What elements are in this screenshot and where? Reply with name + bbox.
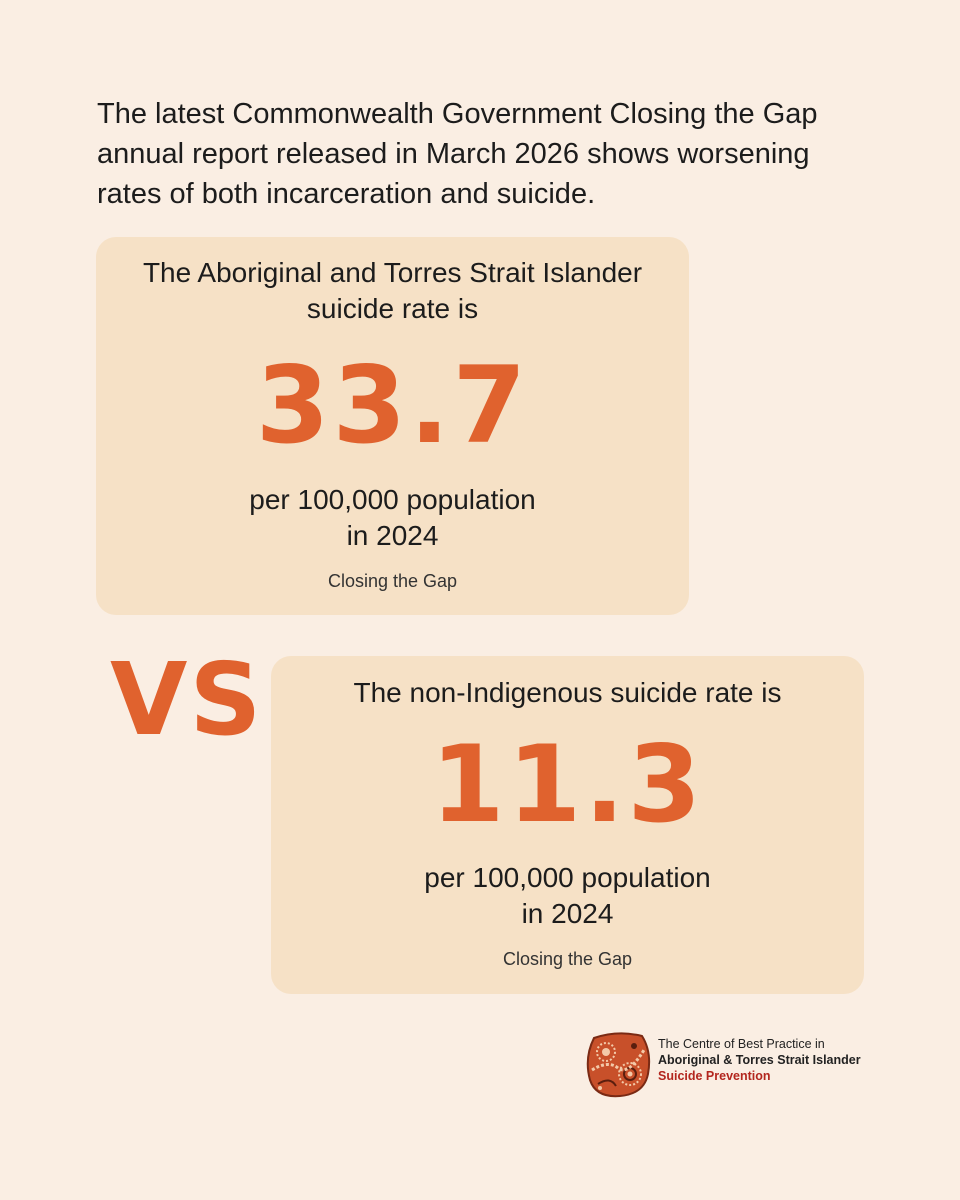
indigenous-rate-card: The Aboriginal and Torres Strait Islande…	[96, 237, 689, 615]
logo-line1: The Centre of Best Practice in	[658, 1037, 825, 1051]
card1-lead: The Aboriginal and Torres Strait Islande…	[96, 255, 689, 327]
card2-lead: The non-Indigenous suicide rate is	[353, 677, 782, 708]
non-indigenous-rate-card: The non-Indigenous suicide rate is 11.3 …	[271, 656, 864, 994]
card1-source: Closing the Gap	[327, 571, 458, 591]
card1-lead-line1: The Aboriginal and Torres Strait Islande…	[142, 257, 643, 288]
logo-line2: Aboriginal & Torres Strait Islander	[658, 1053, 861, 1067]
card2-unit-line1: per 100,000 population	[424, 862, 711, 893]
card2-source: Closing the Gap	[502, 949, 633, 969]
card1-unit: per 100,000 population in 2024	[96, 482, 689, 554]
card1-lead-line2: suicide rate is	[306, 293, 479, 324]
organisation-logo: The Centre of Best Practice in Aborigina…	[584, 1030, 874, 1100]
card2-unit-line2: in 2024	[521, 898, 614, 929]
non-indigenous-rate-value: 11.3	[430, 723, 705, 846]
card2-unit: per 100,000 population in 2024	[271, 860, 864, 932]
dot-painting-emblem-icon	[586, 1032, 651, 1098]
versus-label: VS	[110, 641, 264, 758]
logo-text: The Centre of Best Practice in Aborigina…	[658, 1036, 861, 1084]
card1-unit-line2: in 2024	[346, 520, 439, 551]
indigenous-rate-value: 33.7	[255, 344, 530, 467]
logo-line3: Suicide Prevention	[658, 1069, 771, 1083]
intro-text: The latest Commonwealth Government Closi…	[97, 98, 818, 210]
card1-unit-line1: per 100,000 population	[249, 484, 536, 515]
